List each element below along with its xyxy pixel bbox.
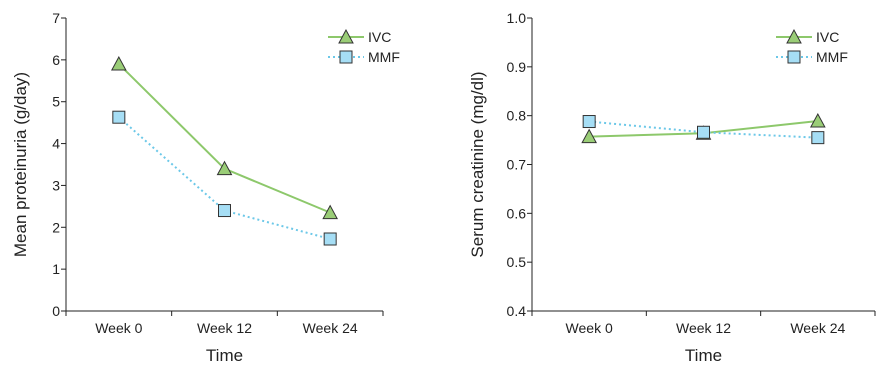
y-tick-label: 0.7 xyxy=(507,157,527,173)
mmf-series-line xyxy=(118,116,331,240)
proteinuria-chart: 0 1 2 3 4 5 6 7 Week 0 Week 12 Week 24 Time Mean pro… xyxy=(11,10,400,365)
y-tick-label: 0.5 xyxy=(507,254,527,270)
y-tick-label: 7 xyxy=(52,10,60,26)
y-tick-label: 2 xyxy=(52,219,60,235)
mmf-data-point xyxy=(112,110,126,124)
legend-label-ivc: IVC xyxy=(368,29,391,45)
y-axis-title: Mean proteinuria (g/day) xyxy=(11,72,30,257)
ivc-data-point xyxy=(581,128,598,144)
legend-label-ivc: IVC xyxy=(816,29,839,45)
x-tick-label: Week 0 xyxy=(95,320,142,336)
y-axis-title: Serum creatinine (mg/dl) xyxy=(468,71,487,257)
y-tick-label: 1 xyxy=(52,261,60,277)
y-tick-label: 0.6 xyxy=(507,205,527,221)
mmf-data-point xyxy=(218,204,231,218)
mmf-series-line xyxy=(589,120,818,139)
x-tick-label: Week 0 xyxy=(566,320,613,336)
legend-marker-ivc xyxy=(786,28,802,44)
mmf-data-point xyxy=(811,131,825,145)
y-tick-label: 6 xyxy=(52,52,60,68)
mmf-data-point xyxy=(323,232,337,246)
ivc-data-point xyxy=(322,204,339,220)
y-tick-label: 4 xyxy=(52,136,60,152)
ivc-data-point xyxy=(809,112,826,128)
legend-marker-mmf xyxy=(339,50,353,64)
ivc-data-point xyxy=(110,55,127,71)
legend-marker-ivc xyxy=(338,28,354,44)
x-axis-title: Time xyxy=(206,346,243,365)
x-axis-title: Time xyxy=(685,346,722,365)
x-tick-label: Week 24 xyxy=(790,320,845,336)
x-tick-label: Week 24 xyxy=(303,320,358,336)
y-tick-label: 1.0 xyxy=(507,10,527,26)
x-tick-label: Week 12 xyxy=(197,320,252,336)
ivc-data-point xyxy=(216,160,233,176)
creatinine-chart: 0.4 0.5 0.6 0.7 0.8 0.9 1.0 Week 0 Week 12 Week 2… xyxy=(468,10,876,365)
ivc-series-line xyxy=(118,63,331,214)
x-tick-label: Week 12 xyxy=(676,320,731,336)
y-tick-label: 5 xyxy=(52,94,60,110)
y-tick-label: 3 xyxy=(52,177,60,193)
mmf-data-point xyxy=(697,125,710,139)
y-tick-label: 0.4 xyxy=(507,303,527,319)
mmf-data-point xyxy=(582,115,596,129)
legend-marker-mmf xyxy=(787,50,801,64)
y-tick-label: 0.8 xyxy=(507,108,527,124)
y-tick-label: 0.9 xyxy=(507,59,527,75)
legend-label-mmf: MMF xyxy=(368,49,400,65)
y-tick-label: 0 xyxy=(52,303,60,319)
legend-label-mmf: MMF xyxy=(816,49,848,65)
